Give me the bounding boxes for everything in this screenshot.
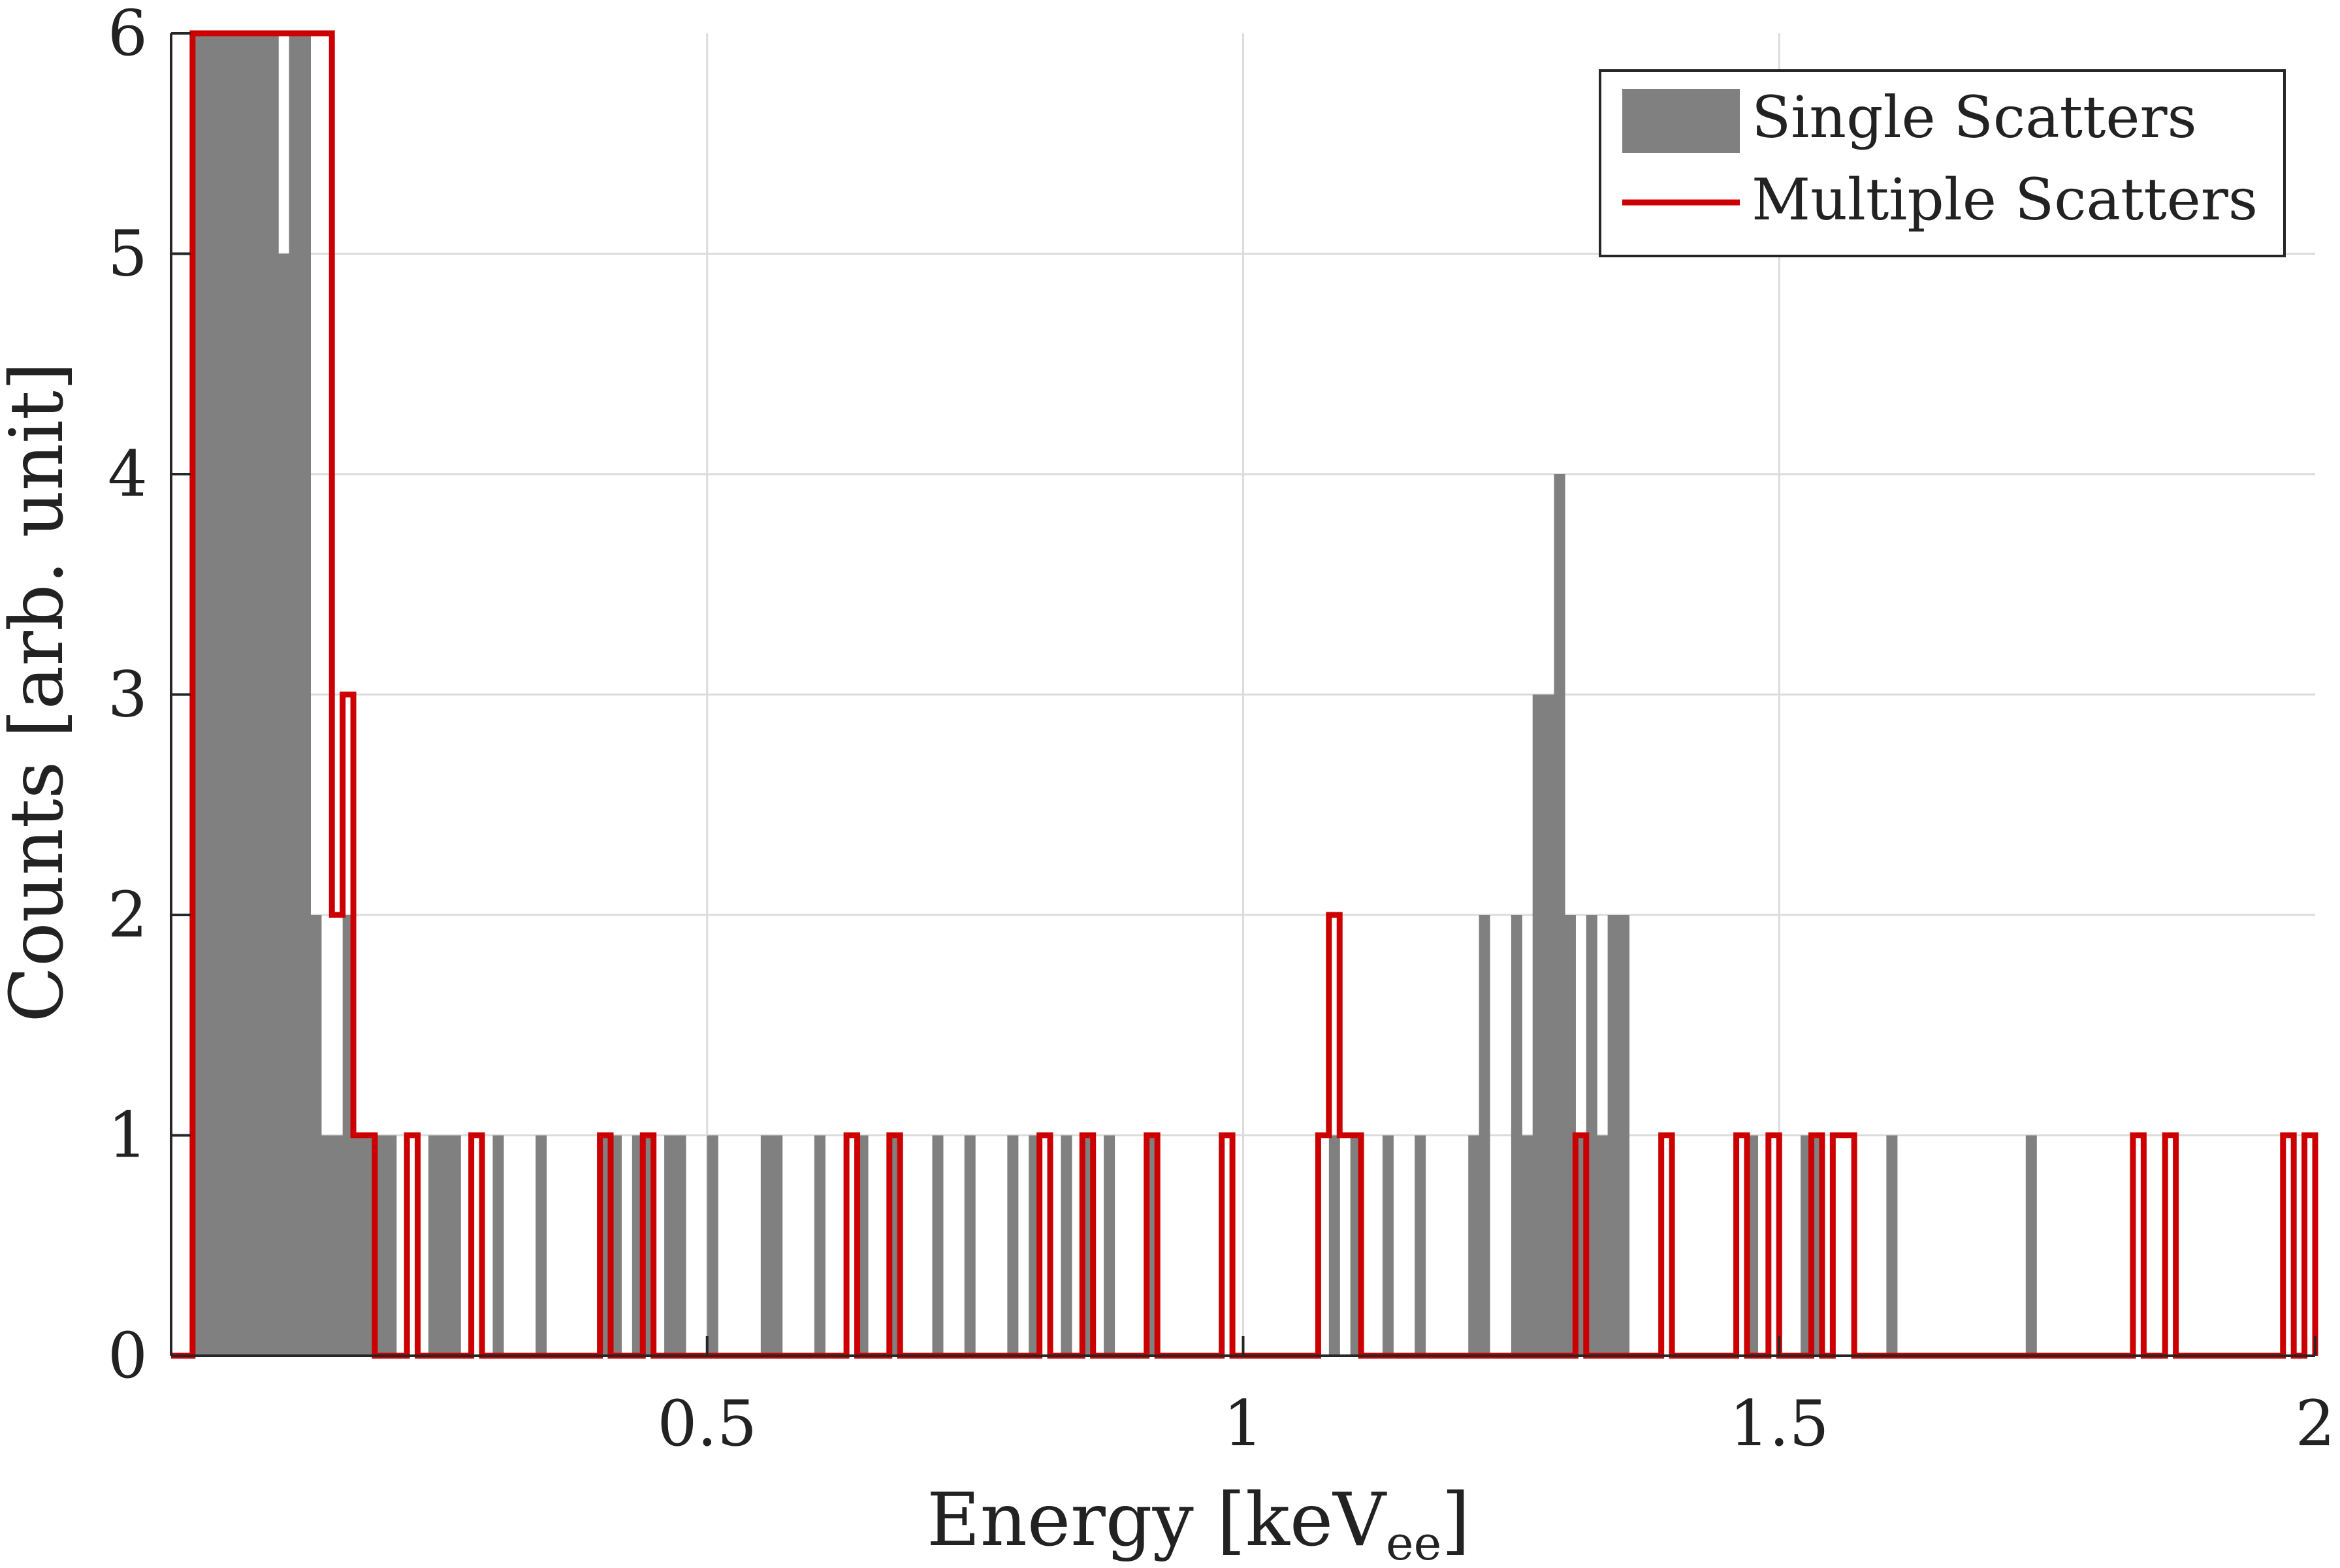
y-axis-label: Counts [arb. unit] bbox=[0, 362, 80, 1022]
single-scatters-bar-19 bbox=[428, 1135, 440, 1356]
legend-label-multiple-scatters: Multiple Scatters bbox=[1752, 166, 2258, 233]
single-scatters-bar-10 bbox=[299, 33, 311, 1356]
single-scatters-bar-51 bbox=[1522, 1135, 1533, 1356]
single-scatters-bar-21 bbox=[449, 1135, 461, 1356]
y-tick-label-2: 2 bbox=[108, 878, 148, 952]
single-scatters-bar-15 bbox=[353, 1135, 365, 1356]
y-tick-label-3: 3 bbox=[108, 658, 148, 731]
y-tick-label-0: 0 bbox=[108, 1319, 148, 1392]
single-scatters-bar-11 bbox=[310, 915, 322, 1356]
single-scatters-bar-52 bbox=[1532, 694, 1544, 1356]
single-scatters-bar-37 bbox=[964, 1135, 976, 1356]
single-scatters-bar-5 bbox=[246, 33, 257, 1356]
single-scatters-bar-40 bbox=[1061, 1135, 1072, 1356]
x-axis-label-main: Energy [keV bbox=[927, 1478, 1387, 1563]
x-tick-label-2: 1.5 bbox=[1729, 1387, 1829, 1460]
x-axis-label: Energy [keVee] bbox=[927, 1478, 1470, 1568]
axes: 0.5 1 1.5 2 0 1 2 3 4 5 6 bbox=[108, 0, 2335, 1460]
x-tick-label-3: 2 bbox=[2295, 1387, 2335, 1460]
single-scatters-bar-9 bbox=[289, 33, 300, 1356]
x-tick-label-0: 0.5 bbox=[657, 1387, 757, 1460]
x-tick-label-1: 1 bbox=[1223, 1387, 1263, 1460]
single-scatters-bar-23 bbox=[536, 1135, 547, 1356]
single-scatters-bar-36 bbox=[932, 1135, 944, 1356]
single-scatters-bar-64 bbox=[1886, 1135, 1898, 1356]
single-scatters-bar-28 bbox=[664, 1135, 676, 1356]
legend: Single Scatters Multiple Scatters bbox=[1599, 69, 2286, 257]
single-scatters-bar-20 bbox=[439, 1135, 451, 1356]
single-scatters-bar-53 bbox=[1543, 694, 1555, 1356]
single-scatters-bar-59 bbox=[1607, 915, 1619, 1356]
multiple-scatters-line bbox=[171, 30, 2318, 1359]
x-axis-label-subscript: ee bbox=[1386, 1516, 1441, 1568]
y-tick-label-5: 5 bbox=[108, 217, 148, 291]
single-scatters-series bbox=[192, 33, 2037, 1356]
single-scatters-bar-29 bbox=[675, 1135, 686, 1356]
single-scatters-bar-30 bbox=[707, 1135, 718, 1356]
single-scatters-bar-58 bbox=[1597, 1135, 1609, 1356]
legend-swatch-single-scatters bbox=[1622, 89, 1740, 153]
single-scatters-bar-32 bbox=[771, 1135, 783, 1356]
single-scatters-bar-47 bbox=[1415, 1135, 1426, 1356]
legend-label-single-scatters: Single Scatters bbox=[1752, 84, 2197, 151]
single-scatters-bar-49 bbox=[1479, 915, 1490, 1356]
single-scatters-bar-12 bbox=[321, 1135, 332, 1356]
single-scatters-bar-6 bbox=[257, 33, 268, 1356]
x-axis-label-close: ] bbox=[1441, 1478, 1470, 1563]
single-scatters-bar-13 bbox=[332, 1135, 344, 1356]
single-scatters-bar-22 bbox=[492, 1135, 504, 1356]
single-scatters-bar-1 bbox=[203, 33, 215, 1356]
y-tick-label-1: 1 bbox=[108, 1099, 148, 1172]
single-scatters-bar-18 bbox=[385, 1135, 397, 1356]
single-scatters-bar-3 bbox=[225, 33, 236, 1356]
single-scatters-bar-2 bbox=[214, 33, 225, 1356]
single-scatters-bar-31 bbox=[760, 1135, 772, 1356]
single-scatters-bar-4 bbox=[235, 33, 247, 1356]
single-scatters-bar-60 bbox=[1618, 915, 1630, 1356]
single-scatters-bar-38 bbox=[1007, 1135, 1019, 1356]
y-tick-label-4: 4 bbox=[108, 438, 148, 511]
single-scatters-bar-33 bbox=[814, 1135, 825, 1356]
multiple-scatters-series bbox=[171, 30, 2318, 1359]
single-scatters-bar-65 bbox=[2025, 1135, 2037, 1356]
single-scatters-bar-7 bbox=[267, 33, 279, 1356]
single-scatters-bar-46 bbox=[1382, 1135, 1394, 1356]
y-tick-label-6: 6 bbox=[108, 0, 148, 70]
single-scatters-bar-42 bbox=[1104, 1135, 1115, 1356]
single-scatters-bar-54 bbox=[1554, 474, 1565, 1356]
single-scatters-bar-48 bbox=[1468, 1135, 1480, 1356]
single-scatters-bar-50 bbox=[1511, 915, 1522, 1356]
single-scatters-bar-8 bbox=[278, 253, 290, 1356]
single-scatters-bar-44 bbox=[1328, 1135, 1340, 1356]
